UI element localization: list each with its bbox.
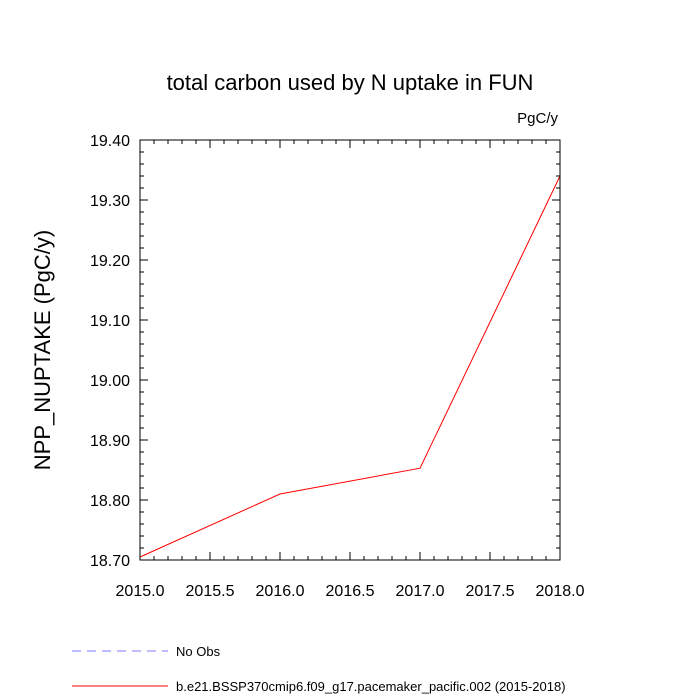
data-point [419,467,421,469]
y-tick-label: 18.70 [90,553,130,570]
x-tick-label: 2016.5 [326,583,375,600]
legend-label-model-run: b.e21.BSSP370cmip6.f09_g17.pacemaker_pac… [176,679,566,694]
y-axis-label: NPP_NUPTAKE (PgC/y) [30,230,55,470]
series-layer [139,175,561,558]
y-tick-label: 19.30 [90,193,130,210]
x-tick-label: 2017.0 [396,583,445,600]
data-point [279,493,281,495]
x-tick-label: 2015.5 [186,583,235,600]
series-line-model-run [139,175,561,558]
y-tick-label: 19.40 [90,133,130,150]
x-tick-label: 2018.0 [536,583,585,600]
y-tick-label: 18.80 [90,493,130,510]
y-tick-label: 18.90 [90,433,130,450]
legend-label-no-obs: No Obs [176,644,221,659]
units-label: PgC/y [517,110,558,127]
axis-ticks [139,139,561,561]
plot-frame [139,139,561,561]
y-tick-label: 19.20 [90,253,130,270]
x-tick-label: 2015.0 [116,583,165,600]
x-tick-label: 2016.0 [256,583,305,600]
y-tick-label: 19.10 [90,313,130,330]
y-tick-label: 19.00 [90,373,130,390]
chart-title: total carbon used by N uptake in FUN [167,70,534,95]
legend: No Obs b.e21.BSSP370cmip6.f09_g17.pacema… [72,644,566,694]
tick-labels: 2015.0 2015.5 2016.0 2016.5 2017.0 2017.5 2018… [90,133,585,600]
x-tick-label: 2017.5 [466,583,515,600]
